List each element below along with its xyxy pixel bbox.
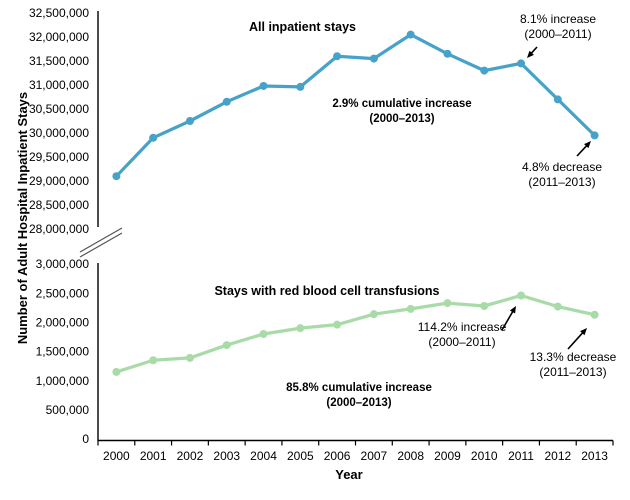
- data-point-marker: [185, 353, 194, 362]
- data-point-marker: [517, 59, 526, 68]
- annotation-arrow-line: [567, 331, 585, 350]
- annotation-line: 13.3% decrease: [529, 350, 617, 364]
- x-tick-label: 2000: [103, 449, 130, 463]
- x-tick-label: 2005: [287, 449, 314, 463]
- data-point-marker: [222, 341, 231, 350]
- data-point-marker: [112, 367, 121, 376]
- y-tick-label: 500,000: [46, 403, 90, 417]
- annotation-line: (2000–2011): [428, 335, 496, 349]
- x-tick-label: 2009: [434, 449, 461, 463]
- annotation-line: 8.1% increase: [519, 12, 597, 26]
- annotation-arrowhead: [584, 141, 591, 149]
- annotation-top-cumulative-increase: 2.9% cumulative increase (2000–2013): [302, 97, 502, 127]
- y-tick-label: 2,500,000: [36, 286, 90, 300]
- data-point-marker: [333, 320, 342, 329]
- annotation-bottom-decrease: 13.3% decrease (2011–2013): [498, 350, 630, 380]
- annotation-bottom-cumulative-increase: 85.8% cumulative increase (2000–2013): [259, 381, 459, 411]
- data-point-marker: [149, 356, 158, 365]
- data-point-marker: [149, 133, 158, 142]
- x-tick-label: 2007: [361, 449, 388, 463]
- y-tick-label: 28,500,000: [29, 198, 89, 212]
- annotation-arrow-line: [576, 144, 589, 157]
- y-tick-label: 30,500,000: [29, 102, 89, 116]
- y-tick-label: 2,000,000: [36, 316, 90, 330]
- y-axis-title: Number of Adult Hospital Inpatient Stays: [15, 91, 30, 345]
- annotation-bottom-increase: 114.2% increase (2000–2011): [387, 320, 537, 350]
- series-label-rbc-transfusions: Stays with red blood cell transfusions: [214, 284, 440, 298]
- data-point-marker: [406, 304, 415, 313]
- x-tick-label: 2008: [397, 449, 424, 463]
- annotation-top-increase: 8.1% increase (2000–2011): [488, 12, 628, 42]
- y-tick-label: 0: [82, 432, 89, 446]
- annotation-line: (2000–2013): [369, 113, 435, 125]
- y-tick-label: 1,500,000: [36, 345, 90, 359]
- y-tick-label: 32,000,000: [29, 30, 89, 44]
- data-point-marker: [590, 131, 599, 140]
- x-tick-label: 2013: [581, 449, 608, 463]
- data-point-marker: [443, 299, 452, 308]
- x-tick-label: 2003: [213, 449, 240, 463]
- series-line-all-inpatient-stays: [114, 32, 597, 178]
- data-point-marker: [590, 310, 599, 319]
- data-point-marker: [259, 81, 268, 90]
- annotation-line: 2.9% cumulative increase: [332, 98, 472, 110]
- y-tick-label: 32,500,000: [29, 6, 89, 20]
- data-point-marker: [222, 97, 231, 106]
- y-tick-label: 31,500,000: [29, 54, 89, 68]
- x-tick-label: 2012: [544, 449, 571, 463]
- annotation-line: (2000–2013): [326, 397, 392, 409]
- data-point-marker: [443, 49, 452, 58]
- data-point-marker: [259, 330, 268, 338]
- series-line-rbc-transfusions: [114, 293, 597, 374]
- data-point-marker: [369, 310, 378, 319]
- data-point-marker: [369, 54, 378, 63]
- y-tick-label: 29,500,000: [29, 150, 89, 164]
- data-point-marker: [480, 66, 489, 75]
- data-point-marker: [553, 302, 562, 311]
- y-tick-label: 1,000,000: [36, 374, 90, 388]
- data-point-marker: [296, 82, 305, 91]
- data-point-marker: [112, 172, 121, 181]
- annotation-arrowhead: [509, 306, 516, 314]
- y-tick-label: 30,000,000: [29, 126, 89, 140]
- annotation-line: 114.2% increase: [417, 320, 507, 334]
- y-tick-label: 28,000,000: [29, 222, 89, 236]
- annotation-top-decrease: 4.8% decrease (2011–2013): [492, 160, 630, 190]
- x-tick-label: 2011: [508, 449, 534, 463]
- annotation-line: 4.8% decrease: [521, 160, 603, 174]
- x-tick-label: 2002: [177, 449, 204, 463]
- annotation-arrow-line: [501, 309, 515, 331]
- axis-break-mark: [79, 227, 123, 253]
- x-axis-title: Year: [335, 467, 363, 482]
- data-point-marker: [185, 117, 194, 125]
- annotation-arrowhead: [580, 328, 587, 336]
- x-tick-label: 2010: [471, 449, 498, 463]
- axis-break-mark: [79, 232, 123, 258]
- data-point-marker: [553, 95, 562, 104]
- data-point-marker: [406, 30, 415, 39]
- annotation-line: (2011–2013): [528, 175, 596, 189]
- data-point-marker: [480, 302, 489, 310]
- series-label-all-inpatient-stays: All inpatient stays: [249, 20, 356, 34]
- y-tick-label: 3,000,000: [36, 257, 90, 271]
- annotation-line: 85.8% cumulative increase: [286, 382, 432, 394]
- x-tick-label: 2001: [140, 449, 167, 463]
- data-point-marker: [296, 324, 305, 333]
- x-tick-label: 2004: [250, 449, 277, 463]
- data-point-marker: [333, 52, 342, 61]
- data-point-marker: [517, 291, 526, 300]
- y-tick-label: 31,000,000: [29, 78, 89, 92]
- y-tick-label: 29,000,000: [29, 174, 89, 188]
- x-tick-label: 2006: [324, 449, 351, 463]
- annotation-arrowhead: [527, 50, 534, 58]
- annotation-line: (2000–2011): [524, 27, 592, 41]
- annotation-line: (2011–2013): [539, 365, 607, 379]
